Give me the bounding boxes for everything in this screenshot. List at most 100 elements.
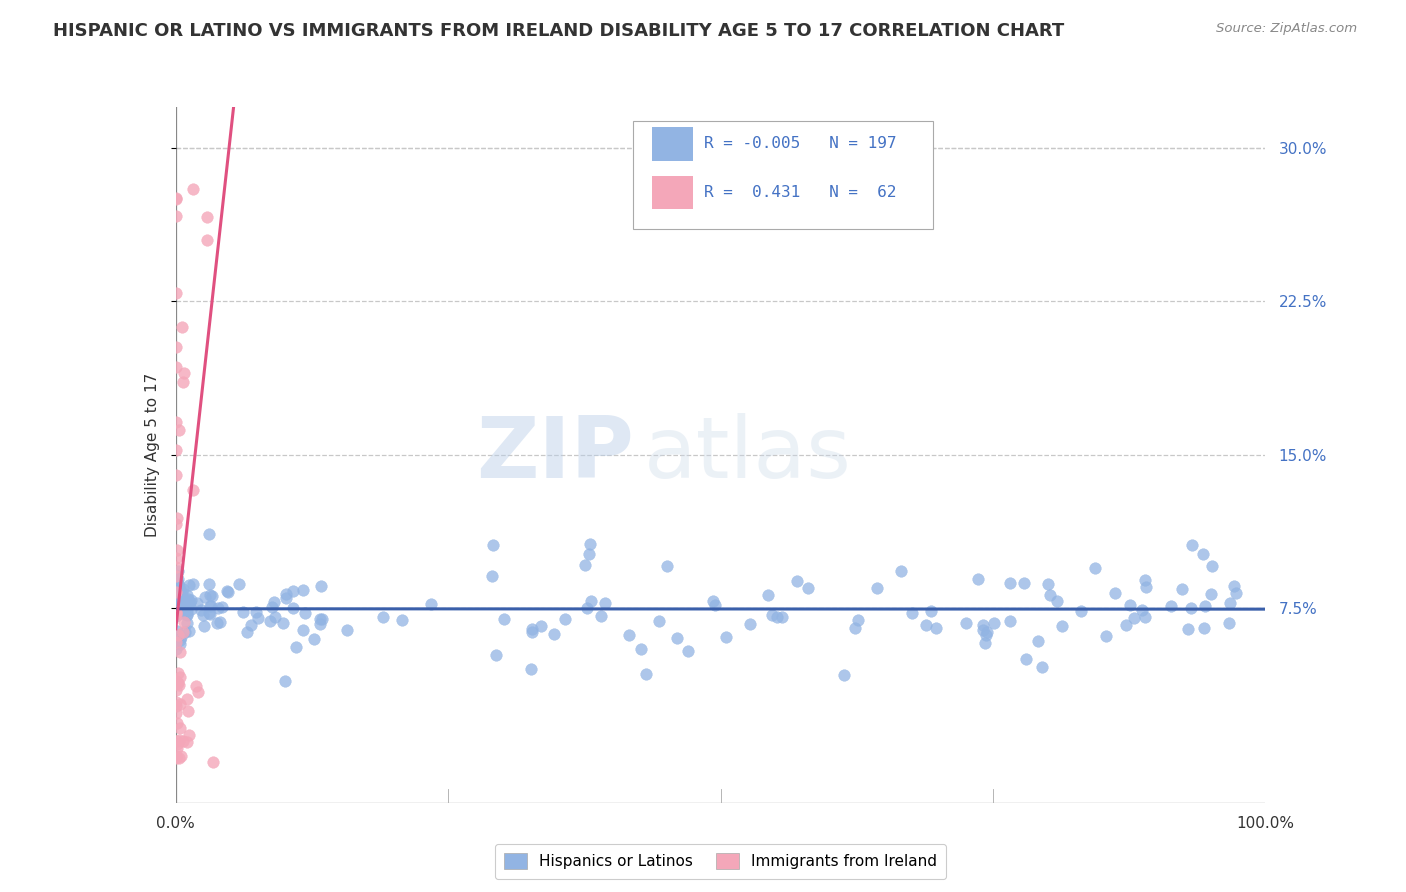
Point: [967, 572, 990, 586]
Point: [1225, 586, 1247, 600]
Point: [172, 733, 194, 747]
Point: [217, 584, 239, 599]
Point: [1070, 604, 1092, 618]
Point: [167, 423, 190, 437]
Point: [198, 607, 221, 621]
Point: [172, 624, 194, 639]
Point: [274, 591, 297, 605]
Point: [336, 624, 359, 638]
Point: [174, 625, 197, 640]
Point: [520, 662, 543, 676]
Point: [770, 609, 793, 624]
Point: [165, 598, 187, 612]
Point: [167, 564, 190, 578]
Point: [543, 627, 565, 641]
Point: [925, 621, 948, 635]
Point: [702, 594, 724, 608]
Point: [177, 578, 200, 592]
Point: [166, 603, 188, 617]
Point: [1219, 596, 1241, 610]
Point: [165, 585, 187, 599]
Point: [200, 589, 222, 603]
Point: [1135, 580, 1157, 594]
Point: [165, 360, 187, 375]
Point: [165, 597, 187, 611]
Point: [165, 683, 187, 698]
Point: [302, 632, 325, 646]
Point: [165, 559, 187, 574]
Point: [974, 628, 997, 642]
Point: [1000, 614, 1022, 628]
Point: [166, 542, 188, 557]
Point: [1014, 652, 1036, 666]
Point: [169, 630, 191, 644]
Point: [593, 596, 616, 610]
Point: [955, 615, 977, 630]
Point: [259, 614, 281, 628]
Point: [309, 612, 332, 626]
Point: [165, 516, 187, 531]
Point: [170, 587, 193, 601]
Point: [165, 631, 187, 645]
Point: [166, 580, 188, 594]
Point: [167, 572, 190, 586]
Point: [165, 635, 187, 649]
Point: [485, 648, 508, 663]
Point: [844, 621, 866, 635]
Point: [1201, 559, 1223, 574]
Point: [177, 728, 200, 742]
Point: [170, 749, 193, 764]
Point: [170, 595, 193, 609]
Point: [228, 577, 250, 591]
Point: [169, 606, 191, 620]
Point: [636, 666, 658, 681]
Point: [165, 598, 187, 612]
Point: [655, 559, 678, 574]
Point: [617, 628, 640, 642]
Point: [761, 607, 783, 622]
Point: [998, 575, 1021, 590]
Point: [195, 233, 218, 247]
Point: [165, 706, 187, 721]
Point: [166, 599, 188, 614]
Point: [172, 582, 194, 596]
Text: atlas: atlas: [644, 413, 852, 497]
Point: [165, 571, 187, 585]
Point: [1036, 576, 1059, 591]
Point: [165, 641, 187, 656]
Point: [165, 602, 187, 616]
Point: [890, 564, 912, 578]
Point: [1177, 622, 1199, 636]
Point: [554, 611, 576, 625]
Point: [167, 751, 190, 765]
Point: [578, 547, 600, 561]
Point: [973, 636, 995, 650]
Point: [165, 596, 187, 610]
Point: [170, 320, 193, 334]
Point: [165, 585, 187, 599]
FancyBboxPatch shape: [652, 176, 693, 210]
Point: [575, 600, 598, 615]
Point: [294, 607, 316, 621]
Point: [167, 733, 190, 747]
Point: [211, 600, 233, 615]
Point: [391, 613, 413, 627]
Point: [186, 596, 208, 610]
Point: [176, 596, 198, 610]
Point: [281, 600, 304, 615]
Point: [901, 607, 924, 621]
Point: [972, 623, 994, 637]
Point: [165, 286, 187, 301]
Point: [972, 618, 994, 632]
Point: [1181, 538, 1204, 552]
Point: [263, 595, 285, 609]
Point: [866, 581, 889, 595]
Point: [187, 684, 209, 698]
Point: [165, 415, 187, 429]
Point: [915, 618, 938, 632]
Point: [172, 604, 194, 618]
Point: [373, 609, 395, 624]
Point: [1171, 582, 1194, 596]
Point: [169, 645, 191, 659]
Point: [1160, 599, 1182, 614]
